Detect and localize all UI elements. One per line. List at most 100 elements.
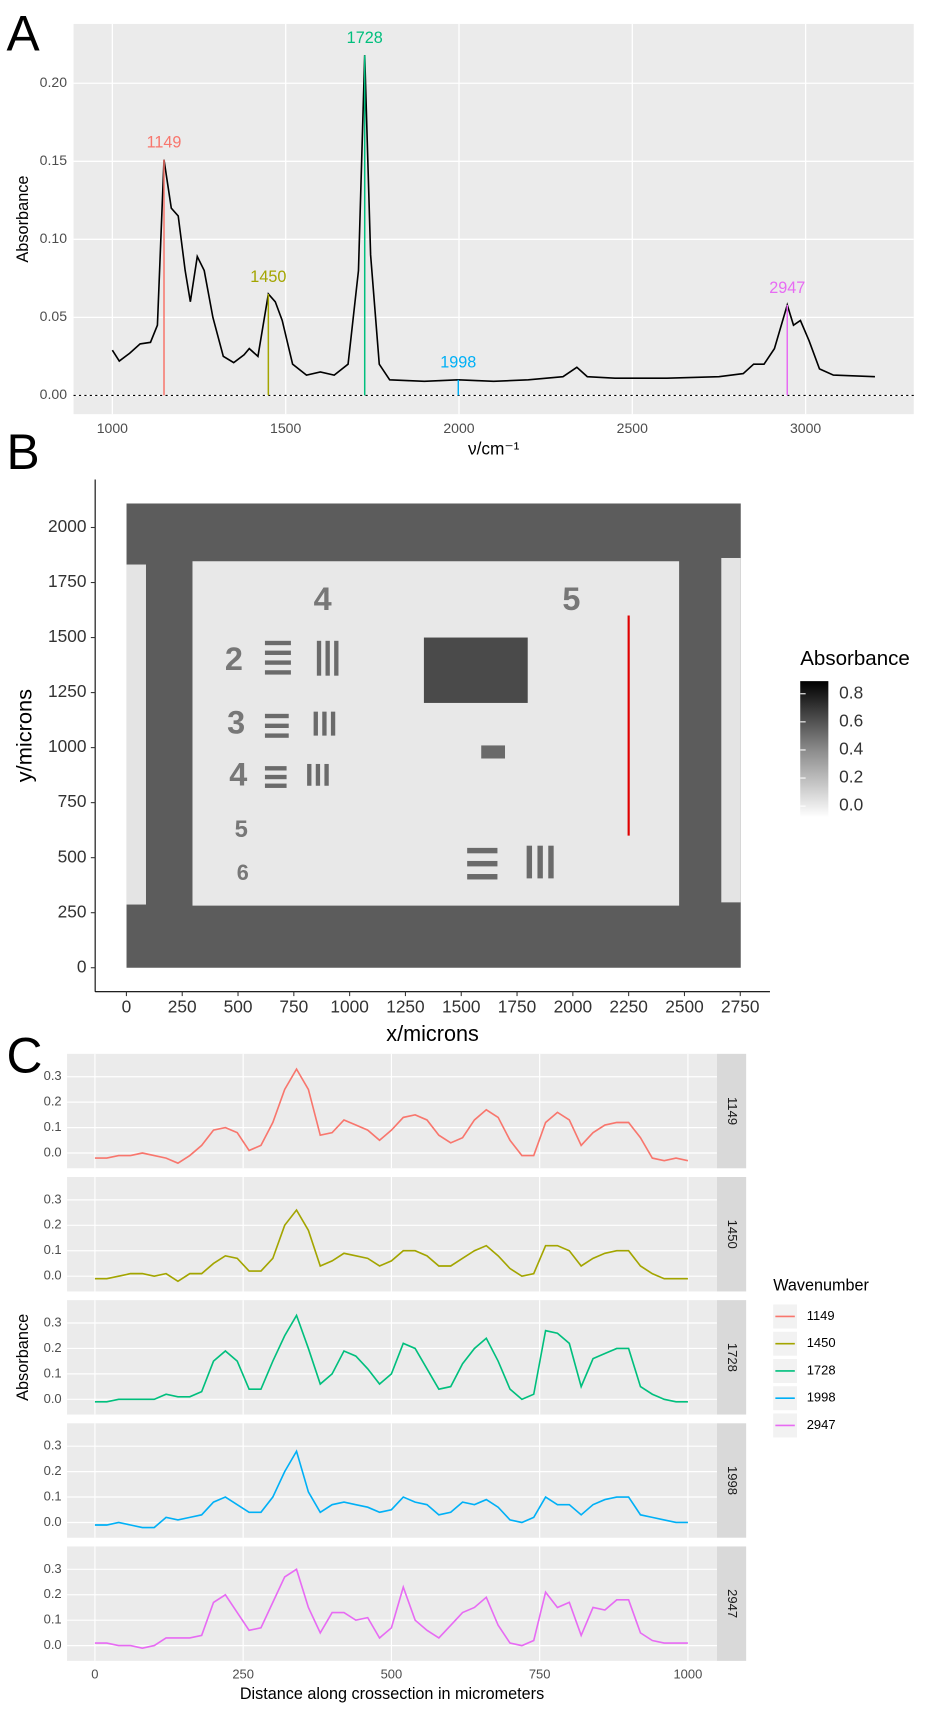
y-tick-label: 0.3 [44,1068,62,1083]
legend-title: Wavenumber [773,1276,869,1294]
x-tick-label: 2250 [609,997,647,1017]
legend-label: 1450 [807,1335,836,1350]
y-tick-label: 1750 [48,571,86,591]
peak-label: 2947 [769,279,805,297]
y-tick-label: 0.20 [40,74,68,90]
legend-label: 1149 [807,1308,835,1323]
panel-label: C [6,1027,42,1083]
image-glyphs: 4 5 2 3 4 5 6 [225,581,580,885]
y-tick-label: 0.15 [40,152,68,168]
y-tick-label: 1500 [48,626,86,646]
x-tick-label: 500 [224,997,253,1017]
y-axis-title: Absorbance [14,175,32,262]
y-tick-label: 750 [58,791,87,811]
legend-label: 1728 [807,1362,836,1377]
x-tick-label: 2000 [554,997,592,1017]
y-tick-label: 0.1 [44,1242,62,1257]
image-feature [423,637,528,703]
facet-label: 1450 [725,1220,740,1249]
x-tick-label: 500 [381,1666,403,1681]
colorbar-tick-label: 0.4 [839,738,863,758]
x-tick-label: 2500 [665,997,703,1017]
y-tick-label: 0.2 [44,1094,62,1109]
series-line [94,1067,689,1165]
y-tick-label: 0.00 [40,386,68,402]
svg-text:4: 4 [229,757,247,793]
colorbar-tick-label: 0.8 [839,682,863,702]
x-tick-label: 1000 [330,997,368,1017]
facet-label: 2947 [725,1589,740,1618]
x-axis-title: ν/cm⁻¹ [468,439,520,459]
facet-strip [716,1423,747,1538]
x-tick-label: 3000 [790,420,821,436]
peak-label: 1450 [250,268,286,286]
x-tick-label: 0 [91,1666,98,1681]
y-tick-label: 0.0 [44,1514,62,1529]
y-tick-label: 0.2 [44,1340,62,1355]
facet-label: 1149 [725,1097,740,1125]
colorbar-tick-label: 0.0 [839,795,863,815]
y-tick-label: 250 [58,901,87,921]
panel-label: A [6,5,40,61]
x-axis-title: x/microns [386,1021,479,1046]
image-region [126,564,146,905]
y-tick-label: 0.3 [44,1191,62,1206]
y-tick-label: 0.3 [44,1561,62,1576]
y-axis-title: Absorbance [14,1314,32,1401]
spectrum-line [111,55,875,383]
svg-text:4: 4 [314,581,332,617]
absorbance-image: 4 5 2 3 4 5 6 [126,503,741,968]
y-tick-label: 0.1 [44,1612,62,1627]
series-line [94,1313,688,1403]
y-tick-label: 0.2 [44,1217,62,1232]
y-tick-label: 1250 [48,681,86,701]
facet-strip [716,1053,747,1169]
svg-text:5: 5 [562,581,580,617]
y-tick-label: 0.05 [40,308,68,324]
y-tick-label: 0.2 [44,1586,62,1601]
facet-label: 1728 [725,1343,740,1372]
peak-label: 1149 [147,134,182,152]
colorbar-tick-label: 0.6 [839,710,863,730]
svg-text:5: 5 [235,816,248,843]
x-tick-label: 1250 [386,997,424,1017]
panel-label: B [6,424,39,480]
x-tick-label: 1000 [673,1666,702,1681]
y-tick-label: 0.0 [44,1144,62,1159]
image-region [721,557,741,903]
series-line [94,1208,688,1283]
y-tick-label: 0.1 [44,1365,62,1380]
svg-text:6: 6 [237,860,249,885]
y-tick-label: 0.0 [44,1391,62,1406]
y-tick-label: 0.10 [40,230,68,246]
facet-strip [716,1546,747,1661]
x-tick-label: 1500 [270,420,301,436]
svg-text:2: 2 [225,641,243,677]
x-tick-label: 2500 [617,420,648,436]
y-tick-label: 1000 [48,736,86,756]
y-tick-label: 2000 [48,516,86,536]
image-bars [264,640,554,880]
facet-strip [716,1300,747,1415]
svg-text:3: 3 [227,704,245,740]
peak-label: 1998 [440,354,476,372]
x-tick-label: 750 [529,1666,551,1681]
x-tick-label: 1000 [97,420,128,436]
series-line [94,1449,688,1529]
x-tick-label: 250 [232,1666,254,1681]
x-axis-title: Distance along crossection in micrometer… [240,1685,544,1703]
series-line [94,1568,688,1649]
legend-label: 1998 [807,1390,836,1405]
x-tick-label: 250 [168,997,197,1017]
colorbar-tick-label: 0.2 [839,767,863,787]
x-tick-label: 1750 [498,997,536,1017]
y-tick-label: 0.3 [44,1314,62,1329]
x-tick-label: 1500 [442,997,480,1017]
x-tick-label: 750 [279,997,308,1017]
y-tick-label: 0.1 [44,1488,62,1503]
x-tick-label: 2000 [443,420,474,436]
facet-strip [716,1176,747,1292]
colorbar [800,681,829,818]
